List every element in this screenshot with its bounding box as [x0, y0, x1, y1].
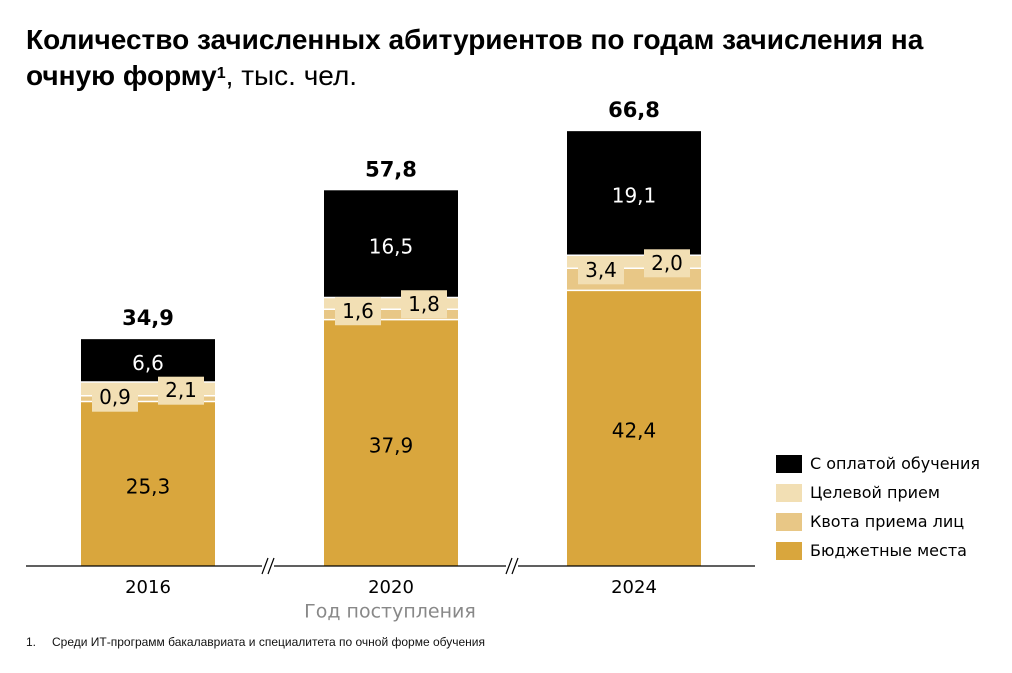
legend-label-quota: Квота приема лиц	[810, 512, 965, 531]
data-label-quota-2024-bg	[578, 256, 624, 285]
footnote-mark: 1	[216, 65, 226, 82]
chart-title: Количество зачисленных абитуриентов по г…	[26, 22, 986, 94]
x-tick-label-2016: 2016	[125, 577, 171, 598]
data-label-target-2016: 2,1	[165, 378, 197, 402]
data-label-paid-2024: 19,1	[612, 184, 657, 208]
legend-label-paid: С оплатой обучения	[810, 454, 981, 473]
bar-segment-2016-1	[81, 395, 215, 402]
legend-swatch-budget	[776, 541, 802, 560]
legend-label-target: Целевой прием	[810, 483, 940, 502]
legend-label-budget: Бюджетные места	[810, 541, 967, 560]
bar-segment-2024-3	[567, 131, 701, 256]
total-label-2024: 66,8	[608, 98, 660, 122]
data-label-paid-2020: 16,5	[369, 234, 414, 258]
x-tick-label-2024: 2024	[611, 577, 657, 598]
bar-segment-2016-3	[81, 339, 215, 383]
bar-segment-2020-3	[324, 190, 458, 298]
data-label-target-2024: 2,0	[651, 251, 683, 275]
legend: С оплатой обучения Целевой прием Квота п…	[776, 449, 980, 565]
data-label-quota-2020-bg	[335, 297, 381, 326]
bar-segment-2016-0	[81, 401, 215, 566]
data-label-quota-2024: 3,4	[585, 258, 617, 282]
bar-segment-2020-2	[324, 297, 458, 310]
data-label-quota-2016: 0,9	[99, 385, 131, 409]
total-label-2020: 57,8	[365, 157, 417, 181]
axis-break-gap-1	[506, 563, 518, 569]
axis-break-gap-0	[262, 563, 274, 569]
legend-item-quota: Квота приема лиц	[776, 507, 980, 536]
axis-break-mark-1-1	[511, 557, 519, 575]
bar-segment-2024-0	[567, 290, 701, 566]
footnote-text: Среди ИТ-программ бакалавриата и специал…	[52, 635, 486, 649]
data-label-paid-2016: 6,6	[132, 351, 164, 375]
x-tick-label-2020: 2020	[368, 577, 414, 598]
legend-swatch-paid	[776, 454, 802, 473]
axis-break-mark-0-1	[267, 557, 275, 575]
chart-title-unit: , тыс. чел.	[225, 60, 358, 91]
legend-item-budget: Бюджетные места	[776, 536, 980, 565]
chart-title-main: Количество зачисленных абитуриентов по г…	[26, 24, 924, 91]
axis-break-mark-0-0	[261, 557, 269, 575]
data-label-budget-2016: 25,3	[126, 474, 171, 498]
data-label-budget-2020: 37,9	[369, 433, 414, 457]
total-label-2016: 34,9	[122, 306, 174, 330]
axis-break-mark-1-0	[505, 557, 513, 575]
bar-segment-2020-0	[324, 319, 458, 566]
x-axis-title: Год поступления	[304, 601, 476, 623]
legend-swatch-quota	[776, 512, 802, 531]
data-label-target-2020: 1,8	[408, 292, 440, 316]
data-label-target-2024-bg	[644, 249, 690, 278]
data-label-quota-2020: 1,6	[342, 299, 374, 323]
data-label-quota-2016-bg	[92, 383, 138, 412]
footnote-number: 1.	[26, 635, 37, 649]
data-label-target-2020-bg	[401, 290, 447, 319]
footnote: 1. Среди ИТ-программ бакалавриата и специ…	[26, 635, 485, 649]
legend-item-paid: С оплатой обучения	[776, 449, 980, 478]
legend-item-target: Целевой прием	[776, 478, 980, 507]
data-label-target-2016-bg	[158, 376, 204, 405]
bar-segment-2020-1	[324, 309, 458, 320]
data-label-budget-2024: 42,4	[612, 419, 657, 443]
legend-swatch-target	[776, 483, 802, 502]
